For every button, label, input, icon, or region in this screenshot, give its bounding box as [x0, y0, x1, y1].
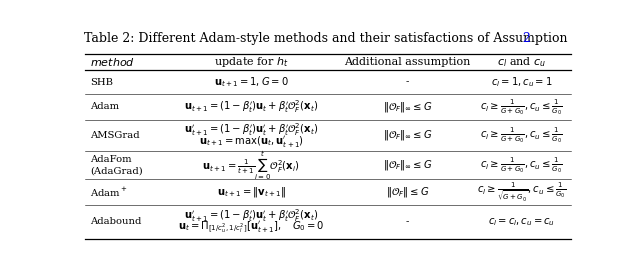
Text: $\mathbf{u}_t = \Pi_{[1/c_u^2, 1/c_l^2]}[\mathbf{u}^{\prime}_{t+1}], \quad G_0 =: $\mathbf{u}_t = \Pi_{[1/c_u^2, 1/c_l^2]}… — [178, 220, 324, 235]
Text: Additional assumption: Additional assumption — [344, 57, 470, 67]
Text: $\|\mathcal{O}_F\| \leq G$: $\|\mathcal{O}_F\| \leq G$ — [386, 185, 429, 199]
Text: $\mathbf{u}_{t+1} = \max(\mathbf{u}_t, \mathbf{u}^{\prime}_{t+1})$: $\mathbf{u}_{t+1} = \max(\mathbf{u}_t, \… — [198, 134, 303, 149]
Text: $c_l \geq \frac{1}{G+G_0}, c_u \leq \frac{1}{G_0}$: $c_l \geq \frac{1}{G+G_0}, c_u \leq \fra… — [480, 155, 563, 175]
Text: update for $h_t$: update for $h_t$ — [214, 55, 289, 69]
Text: $\mathbf{u}_{t+1} = 1, G = 0$: $\mathbf{u}_{t+1} = 1, G = 0$ — [214, 75, 289, 89]
Text: Adabound: Adabound — [90, 217, 141, 226]
Text: Table 2: Different Adam-style methods and their satisfactions of Assumption: Table 2: Different Adam-style methods an… — [84, 32, 572, 45]
Text: $c_l \geq \frac{1}{\sqrt{G+G_0}}, c_u \leq \frac{1}{G_0}$: $c_l \geq \frac{1}{\sqrt{G+G_0}}, c_u \l… — [477, 181, 566, 204]
Text: 2: 2 — [522, 32, 531, 45]
Text: $\mathbf{u}_{t+1} = \frac{1}{t+1}\sum_{i=0}^{t}\mathcal{O}_F^2(\mathbf{x}_i)$: $\mathbf{u}_{t+1} = \frac{1}{t+1}\sum_{i… — [202, 149, 300, 182]
Text: Adam: Adam — [90, 102, 119, 111]
Text: $\mathbf{u}_{t+1} = \|\mathbf{v}_{t+1}\|$: $\mathbf{u}_{t+1} = \|\mathbf{v}_{t+1}\|… — [216, 185, 285, 199]
Text: $c_l \geq \frac{1}{G+G_0}, c_u \leq \frac{1}{G_0}$: $c_l \geq \frac{1}{G+G_0}, c_u \leq \fra… — [480, 126, 563, 145]
Text: $c_l$ and $c_u$: $c_l$ and $c_u$ — [497, 55, 546, 69]
Text: $\|\mathcal{O}_F\|_{\infty} \leq G$: $\|\mathcal{O}_F\|_{\infty} \leq G$ — [383, 100, 432, 114]
Text: $\mathbf{u}_{t+1} = (1-\beta_t^{\prime})\mathbf{u}_t + \beta_t^{\prime}\mathcal{: $\mathbf{u}_{t+1} = (1-\beta_t^{\prime})… — [184, 99, 318, 115]
Text: AMSGrad: AMSGrad — [90, 131, 140, 140]
Text: $\mathit{method}$: $\mathit{method}$ — [90, 56, 135, 68]
Text: $c_l = c_l, c_u = c_u$: $c_l = c_l, c_u = c_u$ — [488, 216, 555, 228]
Text: Adam$^+$: Adam$^+$ — [90, 186, 127, 199]
Text: -: - — [406, 78, 409, 87]
Text: $c_l = 1, c_u = 1$: $c_l = 1, c_u = 1$ — [491, 75, 552, 89]
Text: $\mathbf{u}^{\prime}_{t+1} = (1-\beta_t^{\prime})\mathbf{u}^{\prime}_t + \beta_t: $\mathbf{u}^{\prime}_{t+1} = (1-\beta_t^… — [184, 121, 318, 138]
Text: (AdaGrad): (AdaGrad) — [90, 166, 143, 175]
Text: AdaFom: AdaFom — [90, 155, 132, 164]
Text: -: - — [406, 217, 409, 226]
Text: $\|\mathcal{O}_F\|_{\infty} \leq G$: $\|\mathcal{O}_F\|_{\infty} \leq G$ — [383, 158, 432, 172]
Text: $c_l \geq \frac{1}{G+G_0}, c_u \leq \frac{1}{G_0}$: $c_l \geq \frac{1}{G+G_0}, c_u \leq \fra… — [480, 97, 563, 117]
Text: $\|\mathcal{O}_F\|_{\infty} \leq G$: $\|\mathcal{O}_F\|_{\infty} \leq G$ — [383, 129, 432, 143]
Text: $\mathbf{u}^{\prime}_{t+1} = (1-\beta_t^{\prime})\mathbf{u}^{\prime}_t + \beta_t: $\mathbf{u}^{\prime}_{t+1} = (1-\beta_t^… — [184, 207, 318, 224]
Text: SHB: SHB — [90, 78, 113, 87]
